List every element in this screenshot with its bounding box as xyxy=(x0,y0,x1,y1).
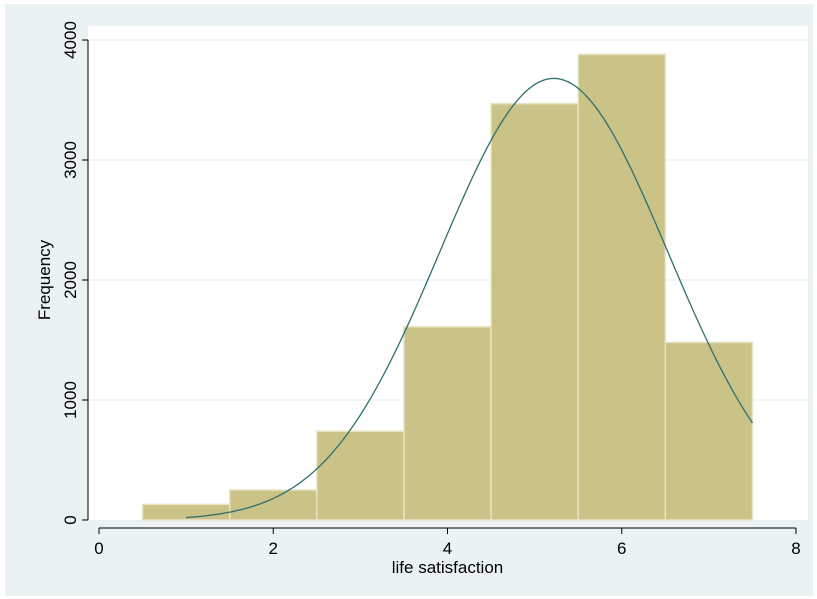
x-tick-label: 2 xyxy=(269,539,278,558)
axes: 0 1000 2000 3000 4000 0 2 4 6 8 xyxy=(61,21,801,558)
histogram-bar-1 xyxy=(141,503,231,521)
y-tick-label: 4000 xyxy=(61,21,80,59)
histogram-bar-3 xyxy=(316,430,405,521)
y-tick-label: 0 xyxy=(61,515,80,524)
histogram-bars xyxy=(141,53,754,521)
histogram-bar-2 xyxy=(228,489,318,521)
histogram-bar-5 xyxy=(490,102,579,521)
histogram-bar-4 xyxy=(403,326,492,521)
y-tick-label: 1000 xyxy=(61,381,80,419)
y-tick-label: 2000 xyxy=(61,261,80,299)
x-tick-label: 6 xyxy=(617,539,626,558)
x-tick-label: 0 xyxy=(94,539,103,558)
y-tick-label: 3000 xyxy=(61,141,80,179)
x-axis-title: life satisfaction xyxy=(392,558,504,577)
x-tick-label: 8 xyxy=(791,539,800,558)
normal-density-curve xyxy=(186,77,753,519)
histogram-bar-6 xyxy=(577,53,667,521)
y-axis-title: Frequency xyxy=(35,239,54,320)
x-tick-label: 4 xyxy=(443,539,452,558)
histogram-bar-7 xyxy=(664,341,754,521)
